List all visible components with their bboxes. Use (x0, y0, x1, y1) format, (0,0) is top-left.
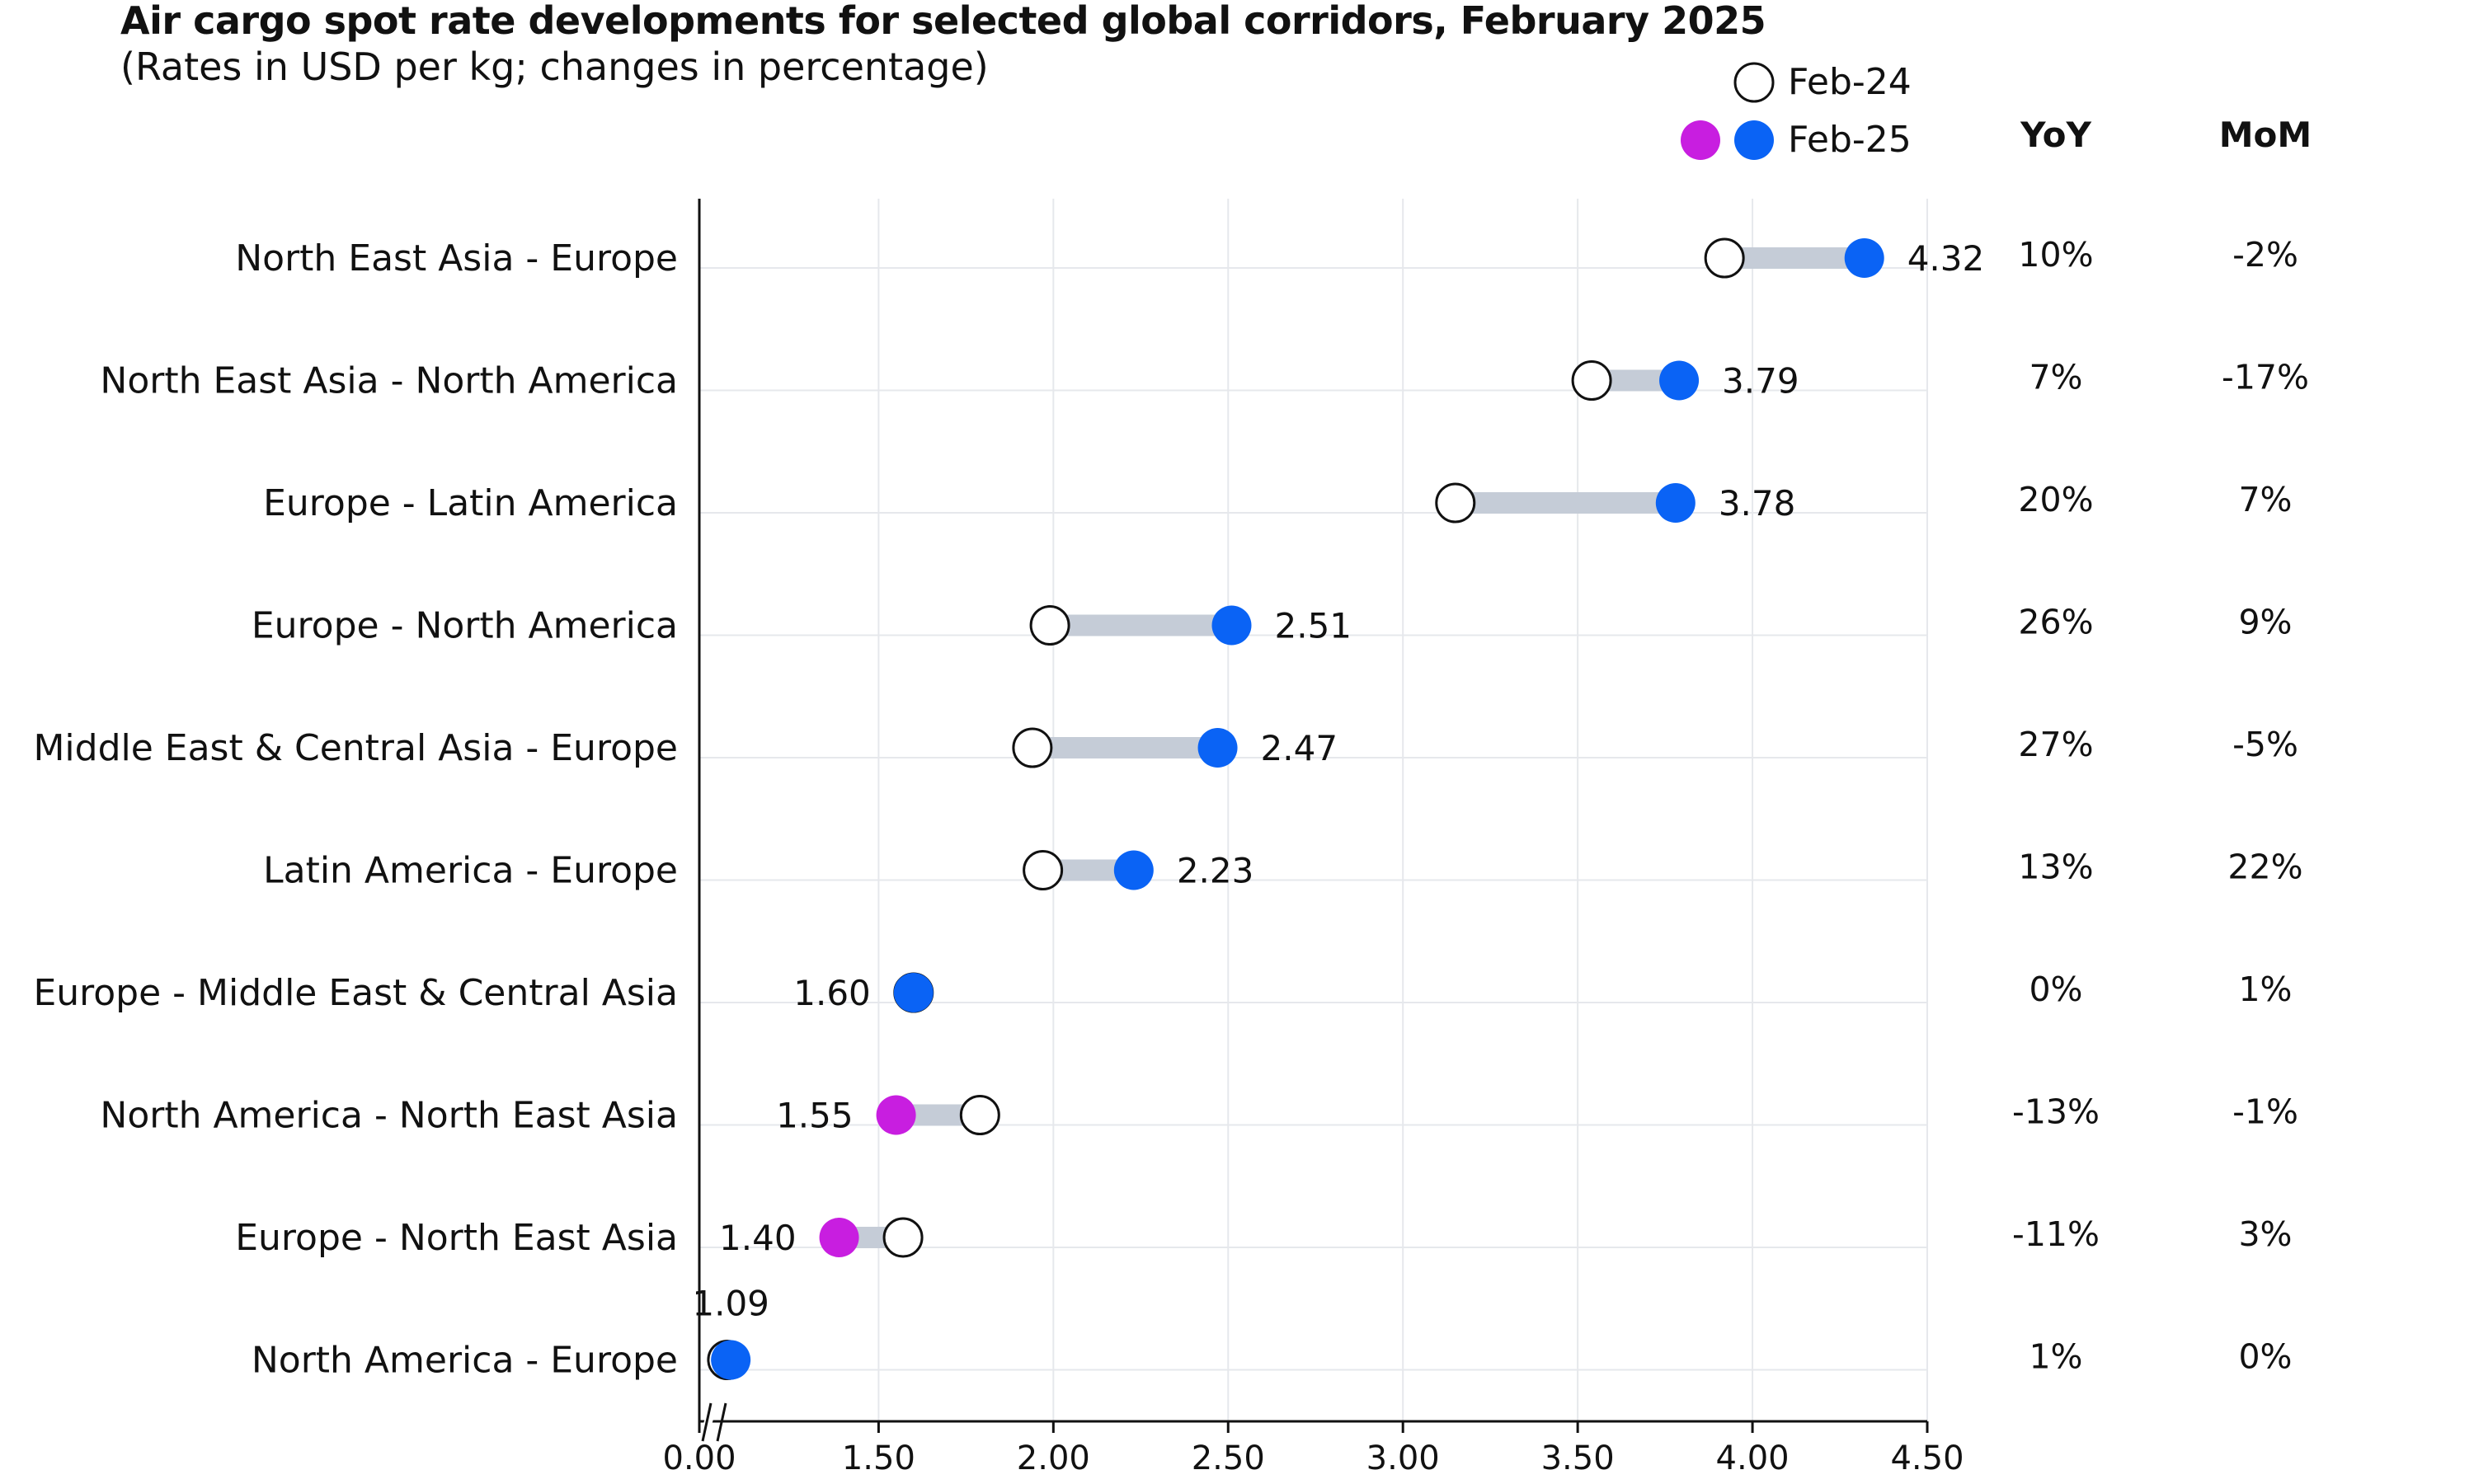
value-label: 1.60 (793, 973, 871, 1013)
marker-feb24 (882, 1217, 924, 1258)
legend-label-feb25: Feb-25 (1788, 119, 1912, 161)
legend-marker-feb25-decrease (1681, 120, 1720, 160)
marker-feb24 (1012, 727, 1053, 768)
yoy-header: YoY (2020, 115, 2091, 155)
mom-value: 1% (2238, 970, 2292, 1009)
x-tick-label: 1.50 (842, 1439, 915, 1477)
chart-subtitle: (Rates in USD per kg; changes in percent… (120, 45, 989, 89)
axis-layer: 0.00 1.50 2.00 2.50 3.00 3.50 4.00 4.50 (662, 199, 1964, 1477)
mom-value: -1% (2232, 1092, 2298, 1132)
corridor-label: North East Asia - Europe (235, 237, 678, 279)
marker-feb25 (1844, 238, 1884, 278)
corridor-label: North America - Europe (252, 1340, 678, 1382)
corridor-label: Europe - Latin America (263, 482, 678, 524)
marker-feb25 (1211, 605, 1252, 646)
legend: Feb-24 Feb-25 (1681, 61, 1912, 161)
marker-feb25 (1655, 483, 1696, 523)
marker-feb25 (1113, 850, 1154, 890)
marker-feb24 (1029, 605, 1070, 646)
marker-feb24 (1435, 482, 1476, 524)
x-tick-label: 3.00 (1366, 1439, 1440, 1477)
yoy-value: 1% (2029, 1337, 2082, 1377)
yoy-value: 20% (2018, 480, 2093, 519)
legend-label-feb24: Feb-24 (1788, 61, 1912, 103)
marker-feb25 (1197, 728, 1238, 768)
x-tick-label: 3.50 (1541, 1439, 1615, 1477)
yoy-value: 0% (2029, 970, 2082, 1009)
value-label: 2.51 (1275, 606, 1352, 646)
mom-header: MoM (2219, 115, 2312, 155)
mom-value: 7% (2238, 480, 2292, 519)
mom-value: 9% (2238, 603, 2292, 642)
chart-title: Air cargo spot rate developments for sel… (120, 0, 1766, 43)
value-label: 4.32 (1907, 238, 1985, 279)
axis-break-mark (701, 1402, 713, 1442)
marker-feb25 (711, 1340, 751, 1380)
mom-value: -5% (2232, 725, 2298, 764)
yoy-value: 10% (2018, 235, 2093, 275)
corridor-label: Latin America - Europe (263, 850, 678, 892)
value-label: 2.23 (1177, 851, 1254, 891)
mom-value: -2% (2232, 235, 2298, 275)
marker-feb25 (893, 973, 934, 1012)
marker-feb24 (1023, 850, 1064, 890)
corridor-label: North America - North East Asia (100, 1095, 678, 1137)
value-label: 1.55 (776, 1096, 854, 1136)
x-tick-label: 2.50 (1192, 1439, 1265, 1477)
marker-feb25 (1659, 360, 1700, 401)
corridor-label: Europe - Middle East & Central Asia (33, 972, 678, 1014)
axis-break-mark (716, 1402, 727, 1442)
yoy-value: 13% (2018, 848, 2093, 887)
corridor-label: North East Asia - North America (100, 360, 678, 402)
yoy-value: 27% (2018, 725, 2093, 764)
marker-feb24 (959, 1095, 1000, 1135)
mom-value: 0% (2238, 1337, 2292, 1377)
yoy-value: -11% (2012, 1214, 2100, 1254)
mom-value: 3% (2238, 1214, 2292, 1254)
corridor-label: Middle East & Central Asia - Europe (33, 727, 678, 769)
x-tick-label: 4.50 (1890, 1439, 1964, 1477)
yoy-value: 26% (2018, 603, 2093, 642)
legend-marker-feb25-increase (1734, 120, 1774, 160)
yoy-value: -13% (2012, 1092, 2100, 1132)
x-tick-label: 0.00 (662, 1439, 736, 1477)
corridor-label: Europe - North America (252, 605, 678, 647)
x-tick-label: 2.00 (1017, 1439, 1090, 1477)
marker-feb24 (1704, 237, 1745, 279)
value-label: 1.40 (719, 1218, 797, 1258)
connector-layer (727, 247, 1865, 1371)
x-tick-label: 4.00 (1716, 1439, 1790, 1477)
marker-feb25 (819, 1218, 859, 1257)
mom-value: 22% (2227, 848, 2302, 887)
label-layer: YoY MoM North East Asia - Europe 4.32 10% -2%… (33, 115, 2312, 1382)
value-label: 2.47 (1261, 728, 1338, 768)
legend-marker-feb24 (1733, 62, 1775, 103)
mom-value: -17% (2222, 358, 2309, 397)
marker-layer (707, 237, 1884, 1380)
value-label: 3.79 (1722, 361, 1799, 402)
marker-feb24 (1571, 360, 1612, 401)
corridor-label: Europe - North East Asia (235, 1217, 678, 1259)
value-label: 1.09 (692, 1284, 769, 1324)
value-label: 3.78 (1719, 483, 1796, 524)
yoy-value: 7% (2029, 358, 2082, 397)
marker-feb25 (876, 1095, 916, 1135)
